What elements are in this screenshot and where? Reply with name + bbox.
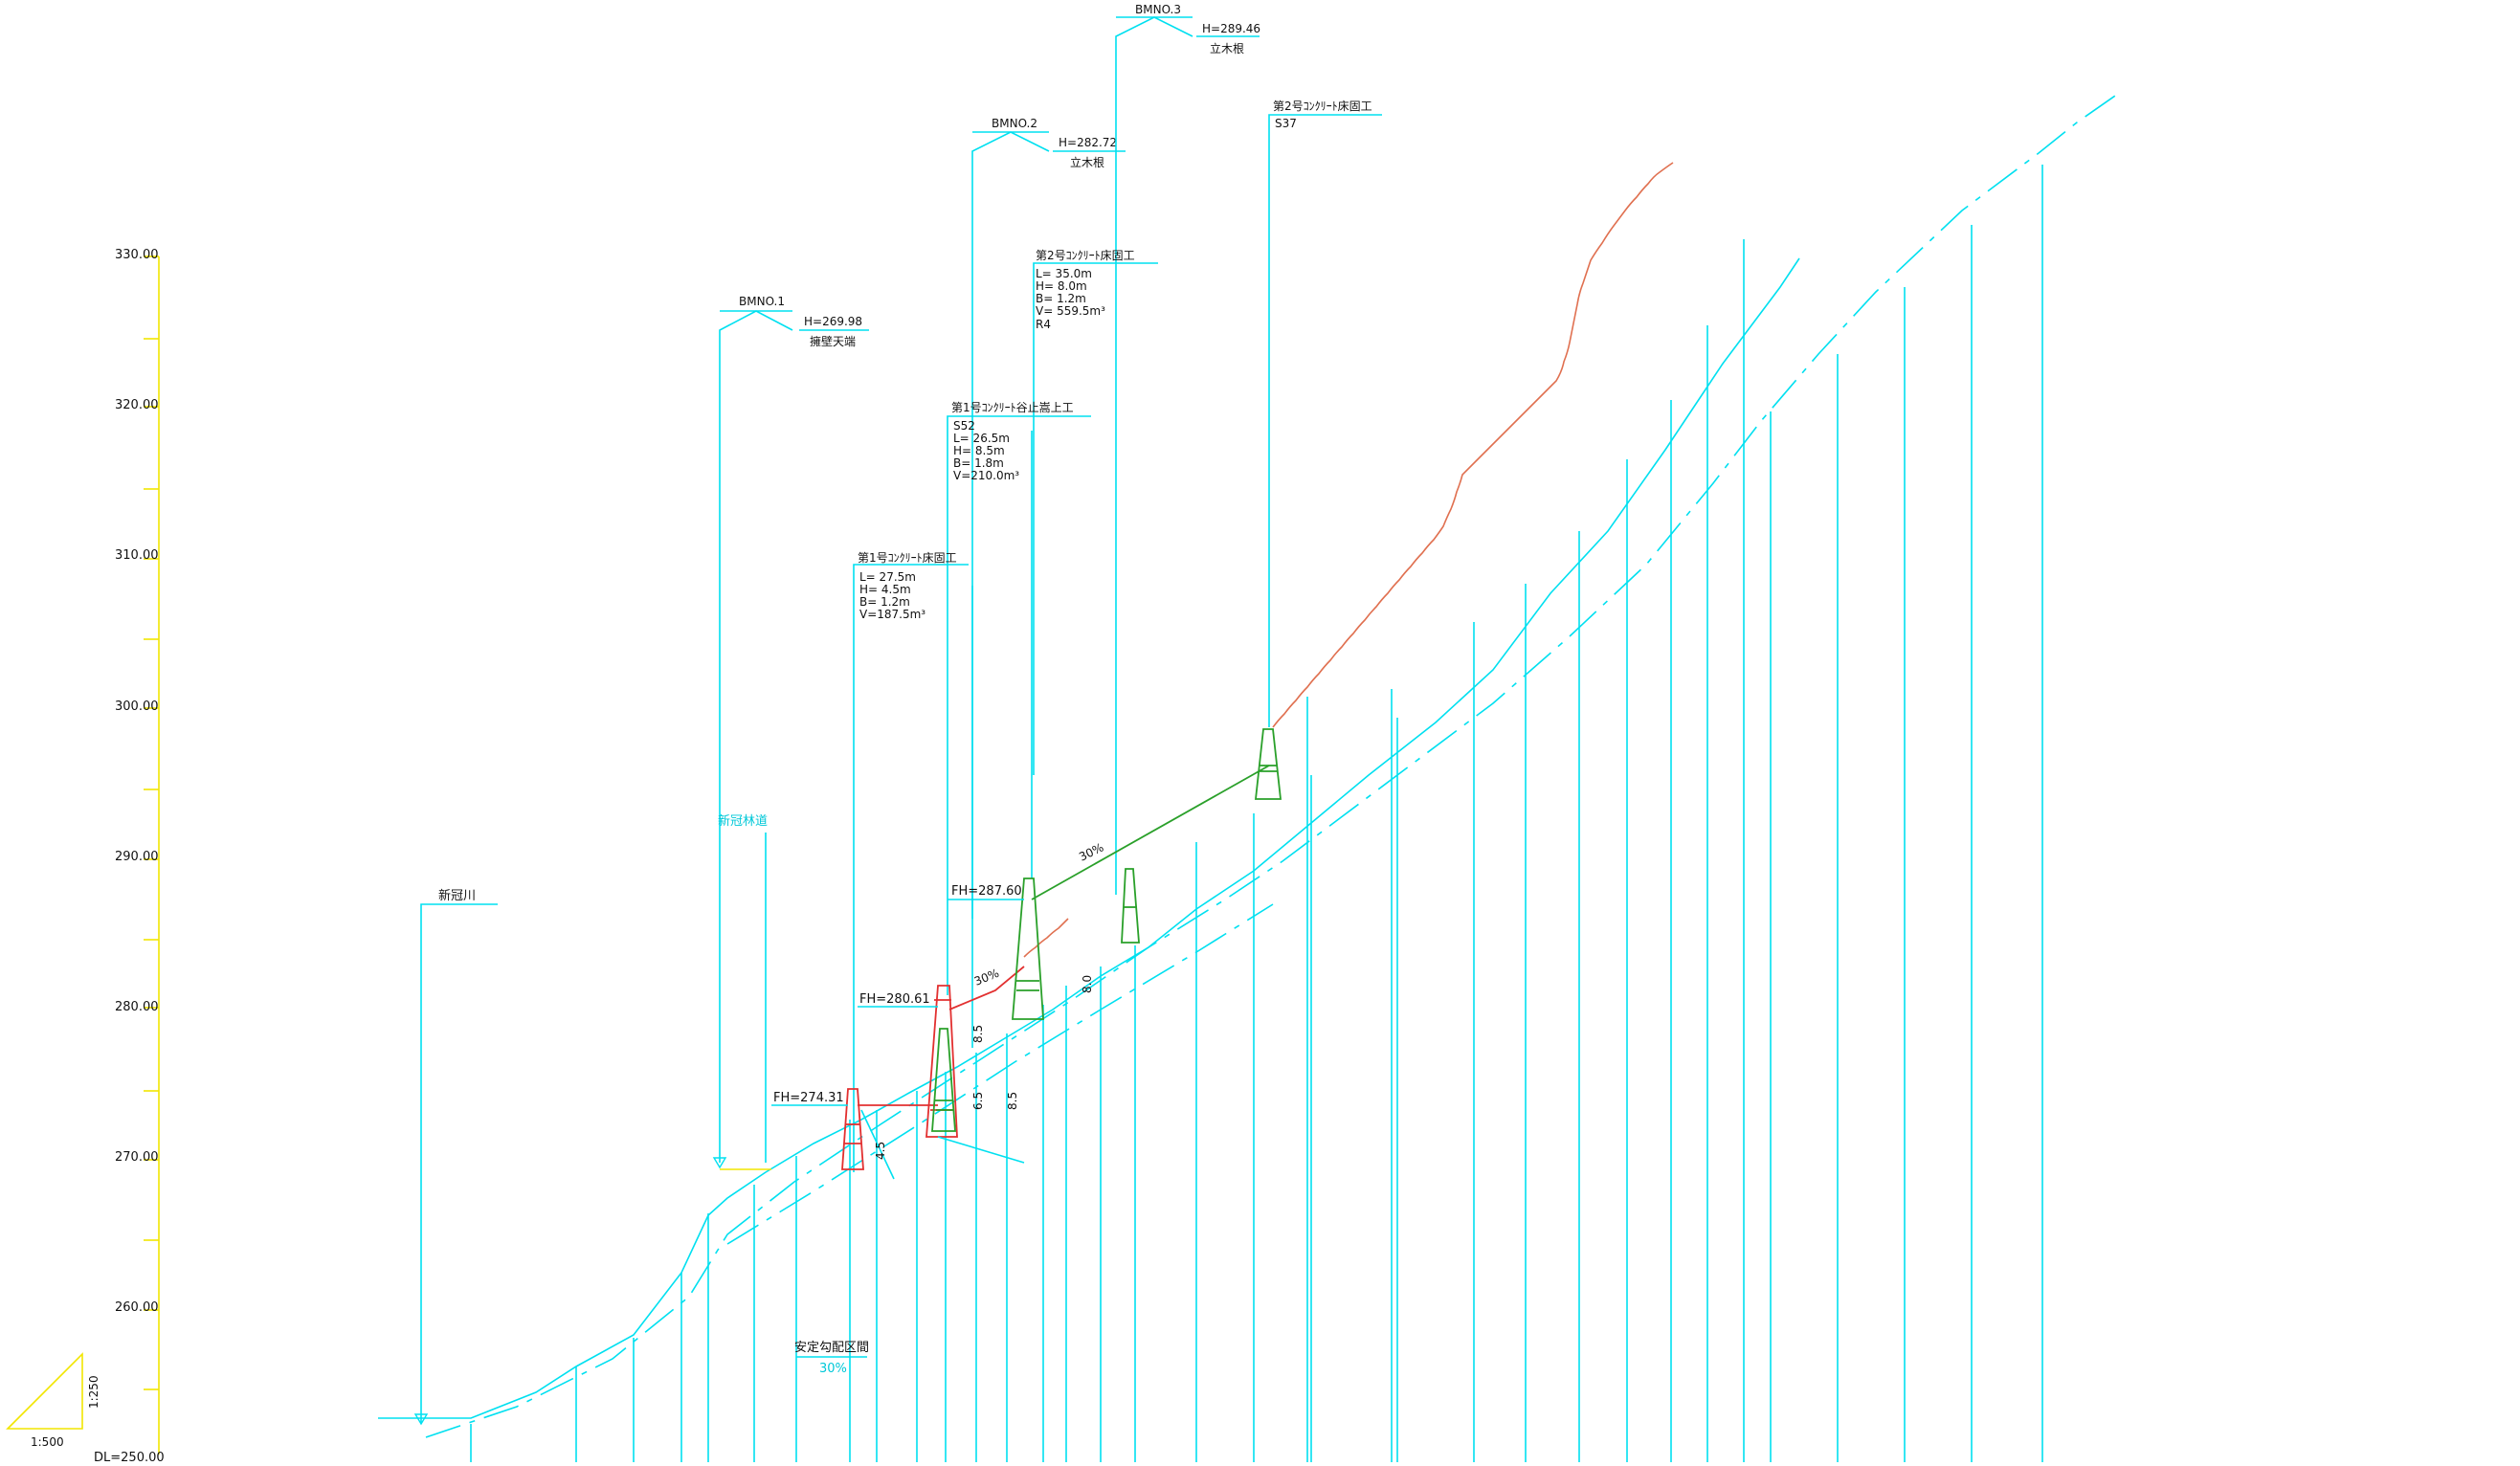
dam-small: [1121, 868, 1140, 944]
tick-310: 310.00: [115, 548, 159, 563]
s3-line-4: V= 559.5m³: [1036, 304, 1105, 318]
right-station-lines: [1396, 165, 2043, 1462]
bm2-height: H=282.72: [1059, 136, 1117, 149]
dim-3: 8.5: [1006, 1092, 1019, 1110]
structure-3-info: 第2号ｺﾝｸﾘｰﾄ床固工 L= 35.0m H= 8.0m B= 1.2m V=…: [1036, 249, 1135, 331]
s1-title: 第1号ｺﾝｸﾘｰﾄ床固工: [858, 551, 957, 565]
bm1-note: 擁壁天端: [810, 334, 856, 348]
datum-label: DL=250.00: [94, 1451, 165, 1462]
bm1-height: H=269.98: [804, 315, 862, 328]
bm3-height: H=289.46: [1202, 22, 1260, 35]
s1-line-2: H= 4.5m: [859, 583, 911, 596]
dim-2: 6.5: [971, 1092, 985, 1110]
scale-triangle: 1:500 1:250: [6, 1352, 100, 1449]
fh3-label: FH=287.60: [951, 884, 1022, 899]
dim-5: 8.5: [971, 1025, 985, 1043]
s4-title: 第2号ｺﾝｸﾘｰﾄ床固工: [1273, 100, 1372, 113]
s1-line-4: V=187.5m³: [859, 608, 925, 621]
s2-line-5: V=210.0m³: [953, 469, 1019, 482]
s2-title: 第1号ｺﾝｸﾘｰﾄ谷止嵩上工: [951, 401, 1074, 414]
tick-290: 290.00: [115, 850, 159, 864]
benchmark-3: BMNO.3 H=289.46 立木根: [1115, 3, 1260, 895]
dim-4: 8.0: [1081, 975, 1094, 993]
bm3-name: BMNO.3: [1135, 3, 1181, 16]
dam-1: FH=274.31: [771, 1088, 938, 1170]
existing-terrain: [1023, 162, 1674, 958]
bm2-note: 立木根: [1070, 155, 1104, 169]
fh1-label: FH=274.31: [773, 1091, 844, 1105]
road-marker: 新冠林道: [413, 813, 771, 1426]
road-label: 新冠林道: [718, 813, 768, 829]
dim-1: 4.5: [874, 1142, 887, 1160]
s2-line-1: S52: [953, 419, 975, 433]
stable-gradient-label: 安定勾配区間: [794, 1341, 869, 1355]
dam-4: [1254, 728, 1282, 800]
scale-horizontal: 1:500: [31, 1435, 64, 1449]
stable-gradient-pct: 30%: [819, 1362, 847, 1376]
stable-gradient-section: 安定勾配区間 30%: [794, 1341, 869, 1376]
structure-2-info: 第1号ｺﾝｸﾘｰﾄ谷止嵩上工 S52 L= 26.5m H= 8.5m B= 1…: [951, 401, 1074, 482]
fh2-label: FH=280.61: [859, 992, 930, 1007]
dam-2-core: [931, 1028, 956, 1132]
axis-minor-ticks: [144, 255, 159, 1390]
s3-line-3: B= 1.2m: [1036, 292, 1086, 305]
s2-line-3: H= 8.5m: [953, 444, 1005, 457]
dam-2: FH=280.61 30%: [858, 966, 1025, 1138]
s1-line-1: L= 27.5m: [859, 570, 916, 584]
benchmark-1: BMNO.1 H=269.98 擁壁天端: [719, 295, 869, 1163]
structure-1-info: 第1号ｺﾝｸﾘｰﾄ床固工 L= 27.5m H= 4.5m B= 1.2m V=…: [858, 551, 957, 621]
s3-line-5: R4: [1036, 318, 1051, 331]
elevation-axis: 330.00 320.00 310.00 300.00 290.00 280.0…: [94, 248, 165, 1465]
structure-4-info: 第2号ｺﾝｸﾘｰﾄ床固工 S37: [1273, 100, 1372, 130]
s2-line-2: L= 26.5m: [953, 432, 1010, 445]
bm1-name: BMNO.1: [739, 295, 785, 308]
s2-line-4: B= 1.8m: [953, 456, 1004, 470]
tick-260: 260.00: [115, 1300, 159, 1315]
tick-280: 280.00: [115, 1000, 159, 1014]
s3-title: 第2号ｺﾝｸﾘｰﾄ床固工: [1036, 249, 1135, 262]
bm3-note: 立木根: [1210, 41, 1244, 56]
dam-3: FH=287.60 30%: [948, 765, 1270, 1020]
slope-red-label: 30%: [972, 966, 1001, 988]
river-label: 新冠川: [438, 888, 476, 903]
s4-line-1: S37: [1275, 117, 1297, 130]
s3-line-1: L= 35.0m: [1036, 267, 1092, 280]
dimensions: 4.5 6.5 8.5 8.0 8.5: [860, 975, 1094, 1180]
structure-leaders: [420, 114, 1382, 1424]
station-lines: [470, 239, 1745, 1462]
tick-320: 320.00: [115, 398, 159, 412]
s3-line-2: H= 8.0m: [1036, 279, 1087, 293]
bm2-name: BMNO.2: [992, 117, 1037, 130]
tick-330: 330.00: [115, 248, 159, 262]
planned-gradient: [425, 95, 2116, 1438]
tick-270: 270.00: [115, 1150, 159, 1165]
s1-line-3: B= 1.2m: [859, 595, 910, 609]
tick-300: 300.00: [115, 700, 159, 714]
scale-vertical: 1:250: [87, 1375, 100, 1409]
ground-profile: [378, 257, 1800, 1419]
